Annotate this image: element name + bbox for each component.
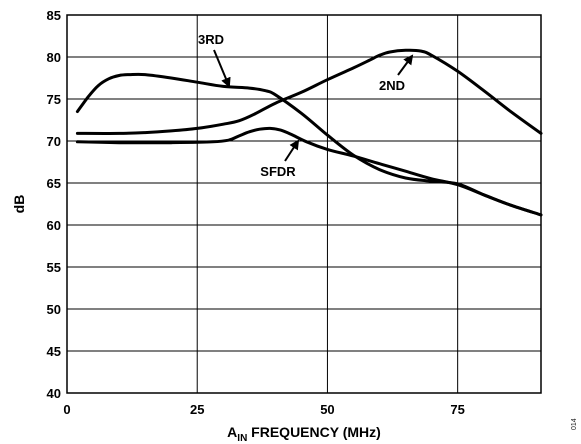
x-axis-label-subscript: IN	[237, 433, 247, 444]
y-tick-label: 45	[47, 344, 61, 359]
y-tick-label: 40	[47, 386, 61, 401]
annotations: 3RD 2ND SFDR	[198, 32, 414, 179]
y-axis-label: dB	[11, 195, 27, 214]
annotation-arrow-2nd	[397, 54, 414, 76]
series-line-sfdr	[75, 126, 543, 217]
y-tick-label: 65	[47, 176, 61, 191]
x-axis-label-rest: FREQUENCY (MHz)	[247, 424, 381, 440]
y-tick-label: 55	[47, 260, 61, 275]
y-tick-label: 85	[47, 8, 61, 23]
annotation-3rd: 3RD	[198, 32, 224, 47]
x-axis-label-main: A	[227, 424, 237, 440]
y-tick-label: 50	[47, 302, 61, 317]
x-tick-label: 75	[450, 402, 464, 417]
x-tick-label: 25	[190, 402, 204, 417]
annotation-arrow-3rd	[213, 49, 231, 88]
x-axis-label: AIN FREQUENCY (MHz)	[227, 424, 381, 444]
y-tick-label: 60	[47, 218, 61, 233]
series-curves	[75, 48, 543, 217]
y-tick-label: 80	[47, 50, 61, 65]
plot-frame	[66, 14, 542, 394]
annotation-sfdr: SFDR	[260, 164, 296, 179]
series-line-3rd	[75, 72, 543, 217]
tick-labels: 40 45 50 55 60 65 70 75 80 85 0 25 50 75	[47, 8, 465, 417]
x-tick-label: 50	[320, 402, 334, 417]
y-tick-label: 75	[47, 92, 61, 107]
y-tick-label: 70	[47, 134, 61, 149]
series-line-2nd	[75, 48, 543, 135]
annotation-arrow-sfdr	[284, 139, 300, 162]
grid-lines	[66, 14, 541, 394]
x-tick-label: 0	[63, 402, 70, 417]
annotation-2nd: 2ND	[379, 78, 405, 93]
figure-id: 014	[571, 418, 578, 430]
